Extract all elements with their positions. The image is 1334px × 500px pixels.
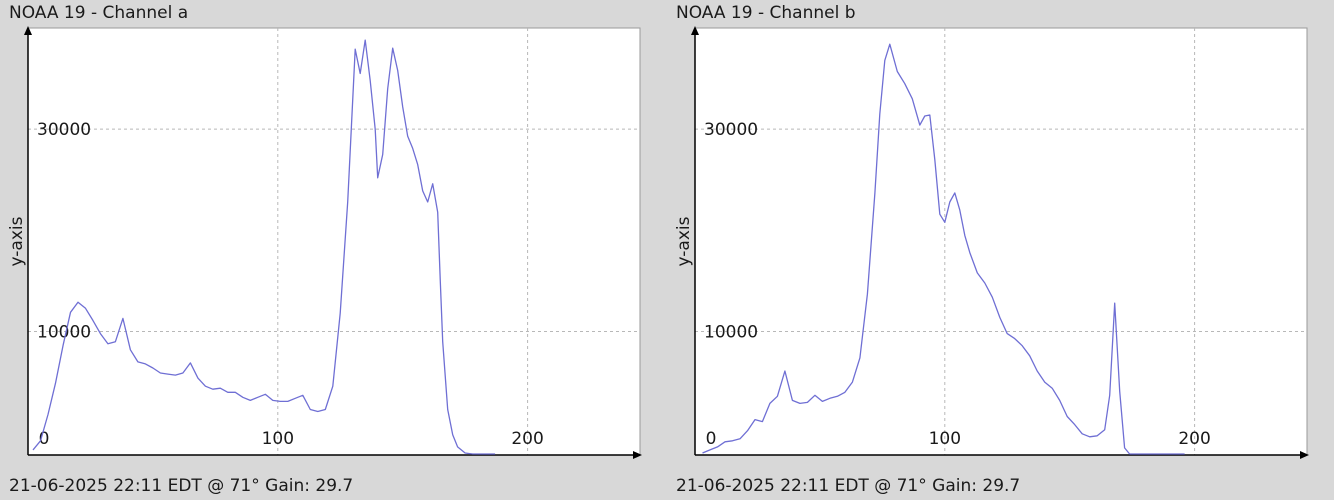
channel-b-plot-area [694,27,1308,456]
channel-b-y-axis-arrow [691,26,699,35]
channel-b-x-tick-label: 0 [706,429,717,449]
channel-b-title: NOAA 19 - Channel b [676,3,856,23]
channel-b-footer: 21-06-2025 22:11 EDT @ 71° Gain: 29.7 [676,476,1021,496]
channel-a-x-axis-arrow [633,451,642,459]
channel-b-y-tick-label: 10000 [704,323,758,343]
channel-b-series-line [702,43,1185,455]
channel-a-y-tick-label: 10000 [37,323,91,343]
channel-a-y-axis-arrow [24,26,32,35]
channel-b-x-tick-label: 100 [929,429,961,449]
channel-a-y-axis-label: y-axis [7,216,27,266]
channel-a-x-tick-label: 200 [511,429,543,449]
channel-a-title: NOAA 19 - Channel a [9,3,189,23]
channel-b-y-axis-label: y-axis [674,216,694,266]
channel-a-y-tick-label: 30000 [37,120,91,140]
channel-a-chart: 0 100 200 10000 30000 y-axis [7,26,642,459]
channel-b-y-tick-label: 30000 [704,120,758,140]
channel-b-x-axis-arrow [1300,451,1309,459]
channel-a-footer: 21-06-2025 22:11 EDT @ 71° Gain: 29.7 [9,476,354,496]
channel-a-series-line [32,39,496,455]
channel-a-plot-area [27,27,641,456]
channel-a-panel: NOAA 19 - Channel a 0 100 200 10000 30000 y-a… [7,3,642,496]
channel-a-x-tick-label: 100 [262,429,294,449]
channel-b-panel: NOAA 19 - Channel b 0 100 200 10000 30000 y-a… [667,0,1334,500]
channel-a-x-tick-label: 0 [39,429,50,449]
channel-b-chart: 0 100 200 10000 30000 y-axis [674,26,1309,459]
channel-b-x-tick-label: 200 [1178,429,1210,449]
